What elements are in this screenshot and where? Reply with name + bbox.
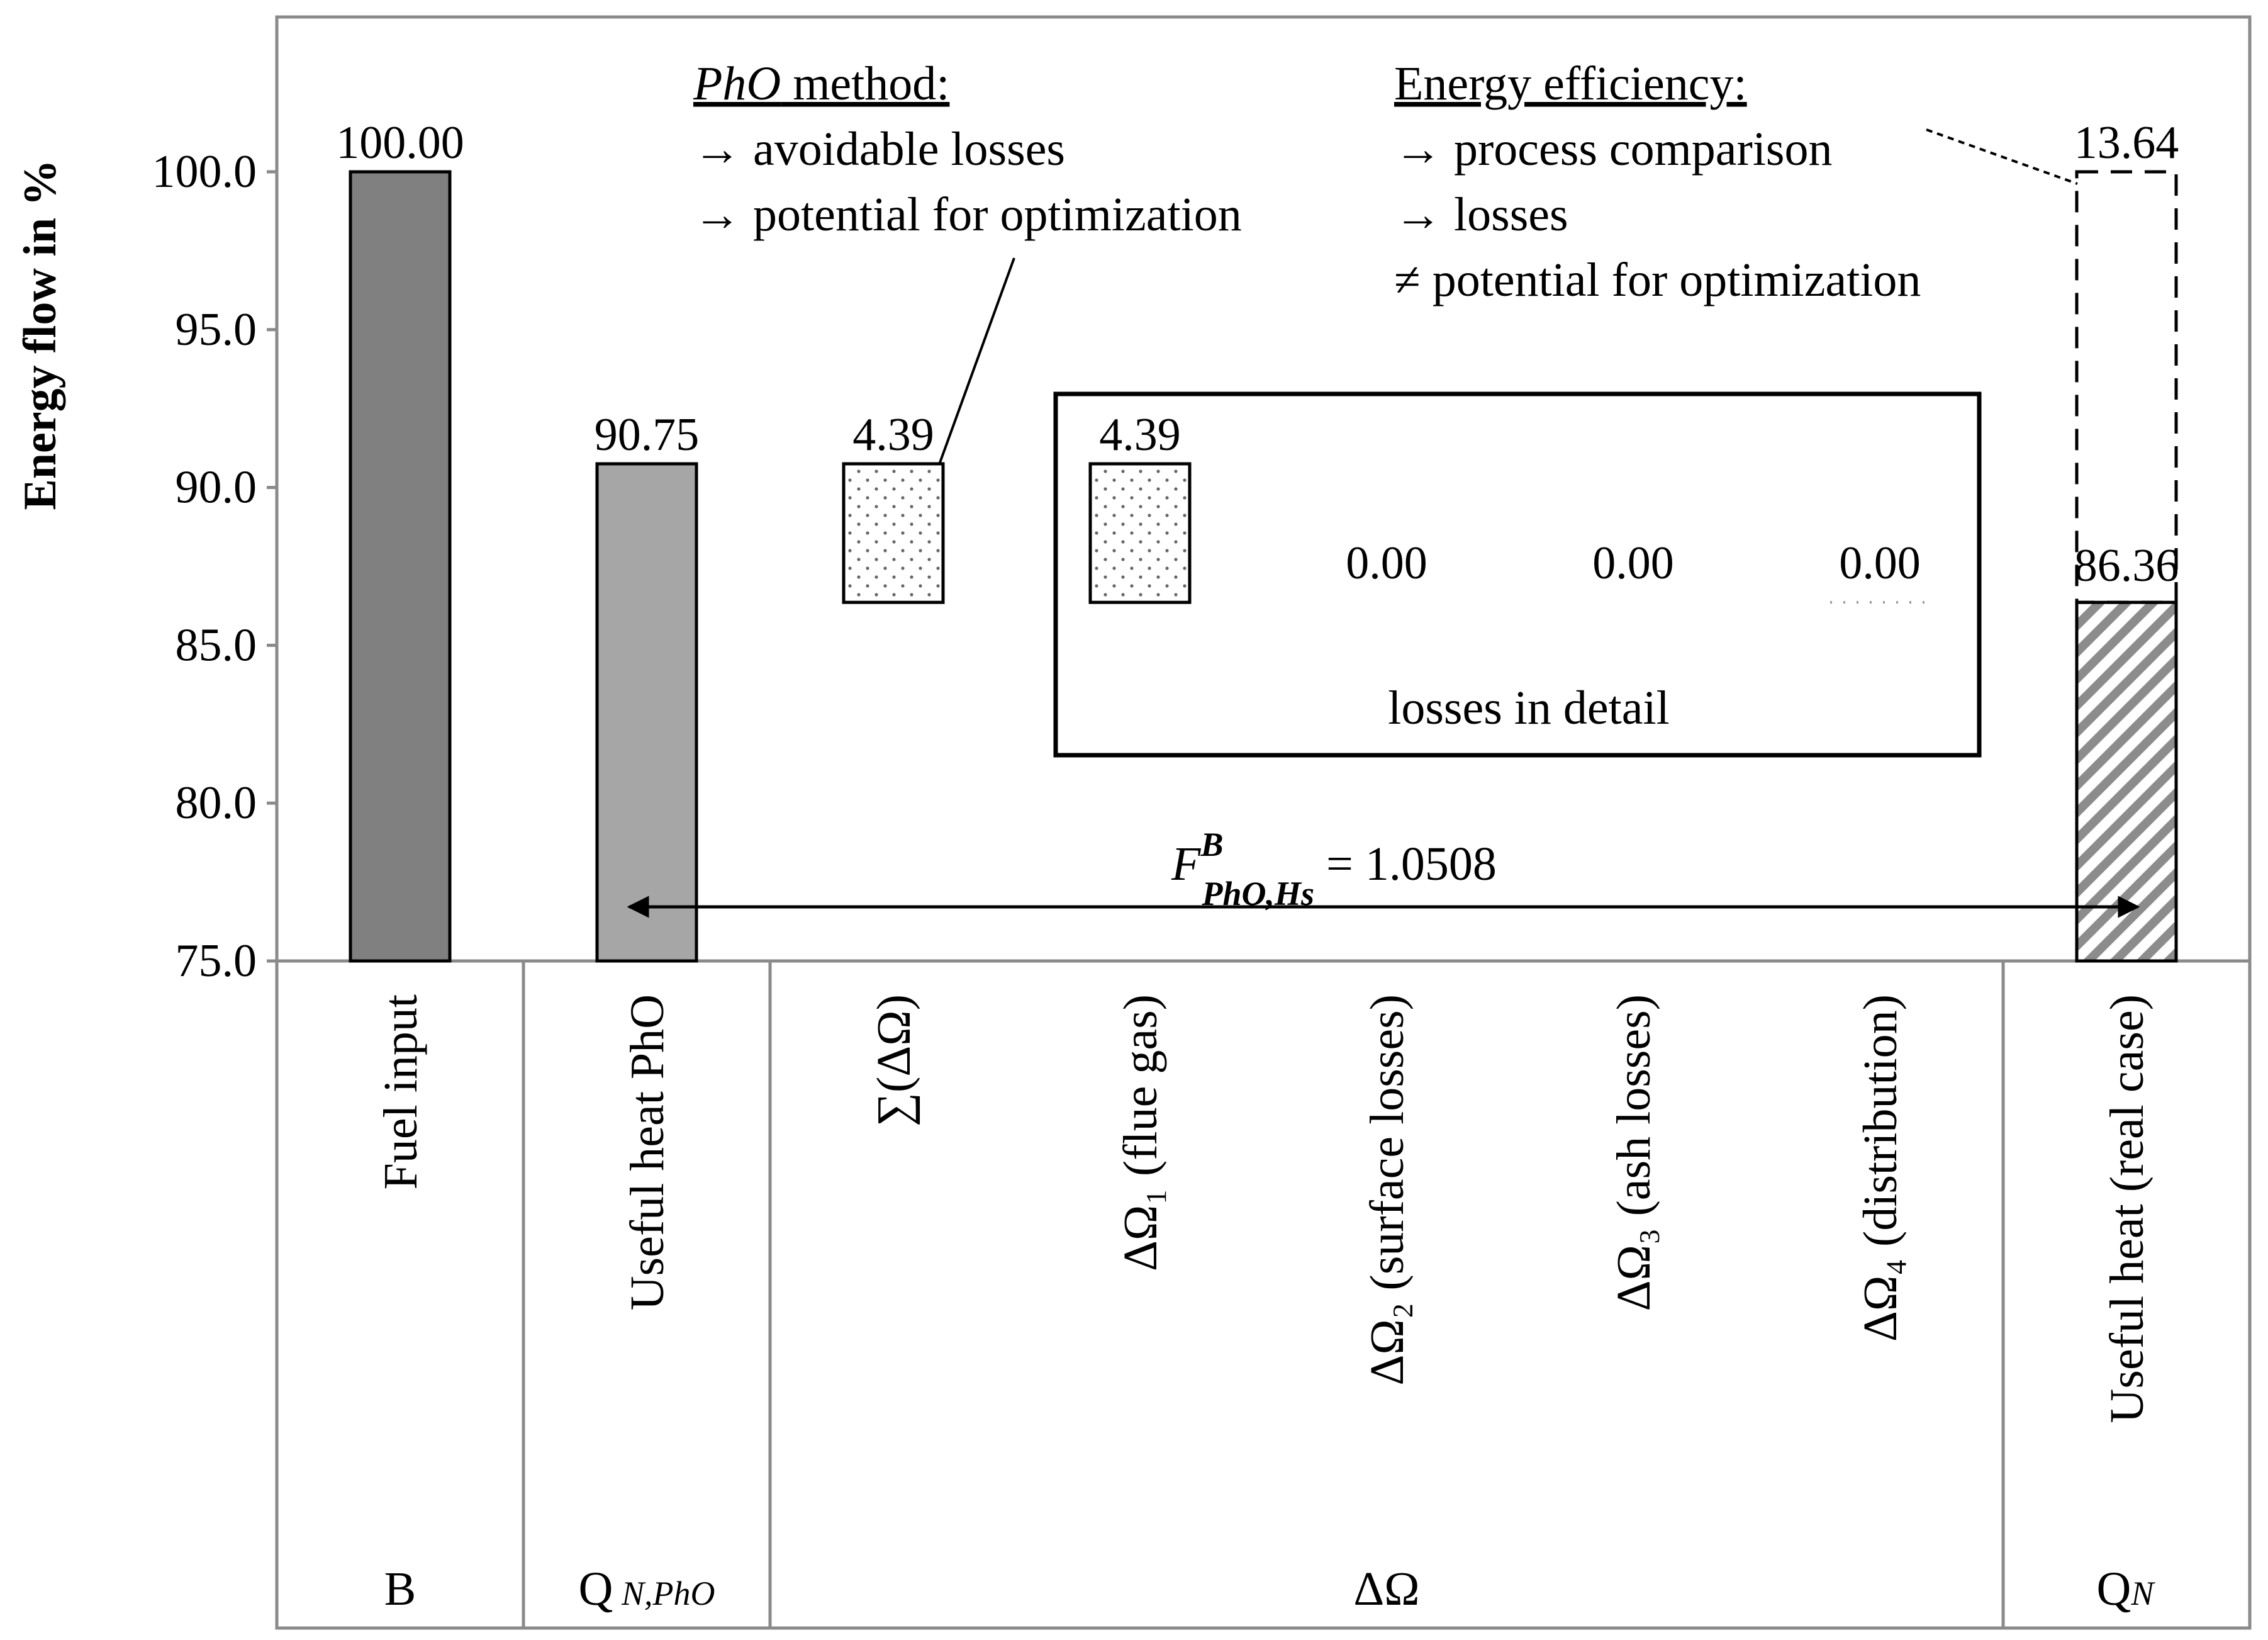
category-label: Useful heat PhO: [621, 994, 674, 1310]
pho-method-title: PhO method:: [693, 57, 949, 110]
category-label: Useful heat (real case): [2101, 994, 2153, 1423]
bar-value-label: 0.00: [1346, 537, 1427, 589]
detail-box: [1053, 391, 1982, 758]
group-label-main: B: [384, 1563, 416, 1615]
efficiency-line-1: → process comparison: [1394, 123, 1833, 176]
group-label-main: Q: [2097, 1563, 2131, 1615]
y-tick-label: 85.0: [176, 619, 257, 671]
group-label-losses: ΔΩ: [1353, 1563, 1419, 1615]
plot-frame: [275, 15, 2252, 1630]
bar: [349, 170, 452, 963]
group-label-sub: N,PhO: [613, 1575, 715, 1612]
group-label-sub: N: [2130, 1575, 2155, 1612]
bar: [595, 462, 698, 963]
efficiency-line-2: → losses: [1394, 188, 1568, 241]
bar-value-label: 86.36: [2074, 540, 2179, 592]
bar-value-label: 4.39: [852, 409, 934, 461]
pho-line-1: → avoidable losses: [693, 123, 1065, 176]
y-tick-label: 95.0: [176, 304, 257, 356]
dashed-gap-bar: [2075, 170, 2178, 604]
factor-value: = 1.0508: [1314, 838, 1497, 890]
bar-value-label: 4.39: [1099, 409, 1181, 461]
category-label: ∑(ΔΩ): [868, 994, 920, 1126]
efficiency-title: Energy efficiency:: [1394, 57, 1747, 110]
detail-box-label: losses in detail: [1388, 682, 1670, 734]
y-tick-label: 100.0: [152, 146, 257, 198]
dashed-bar-value-label: 13.64: [2074, 117, 2179, 169]
group-label-useful-real: QN: [2097, 1563, 2156, 1615]
efficiency-leader-line: [1926, 128, 2078, 185]
category-labels: Fuel input Useful heat PhO ∑(ΔΩ) ΔΩ₁ (flue …: [374, 994, 2153, 1423]
category-label: ΔΩ₃ (ash losses): [1607, 994, 1660, 1311]
efficiency-line-3: ≠ potential for optimization: [1394, 254, 1921, 306]
pho-leader-line: [939, 257, 1015, 463]
y-axis-ticks: 75.0 80.0 85.0 90.0 95.0 100.0: [152, 146, 277, 987]
category-label: Fuel input: [374, 994, 427, 1189]
bars-layer: 100.00 90.75 4.39 4.39 0.00 0.00 0.00 86.36 13.6…: [336, 117, 2179, 963]
factor-label: FB PhO,Hs = 1.0508: [1171, 826, 1497, 913]
group-label-useful-pho: Q N,PhO: [579, 1563, 715, 1615]
pho-line-2: → potential for optimization: [693, 188, 1242, 241]
category-label: ΔΩ₄ (distribution): [1854, 994, 1907, 1342]
category-label: ΔΩ₂ (surface losses): [1361, 994, 1414, 1385]
bar: [1088, 462, 1192, 604]
factor-superscript: B: [1200, 826, 1223, 863]
group-label-main: ΔΩ: [1353, 1563, 1419, 1615]
y-tick-label: 90.0: [176, 462, 257, 514]
bar-value-label: 0.00: [1592, 537, 1674, 589]
y-tick-label: 75.0: [176, 935, 257, 987]
category-label: ΔΩ₁ (flue gas): [1114, 994, 1167, 1271]
group-label-main: Q: [579, 1563, 613, 1615]
bar-value-label: 90.75: [595, 409, 700, 461]
bar-value-label: 0.00: [1839, 537, 1921, 589]
bar-value-label: 100.00: [336, 117, 464, 169]
factor-subscript: PhO,Hs: [1201, 875, 1314, 913]
pho-title-italic: PhO: [693, 57, 781, 110]
y-axis-title: Energy flow in %: [14, 159, 66, 510]
group-label-fuel: B: [384, 1563, 416, 1615]
factor-symbol: F: [1171, 838, 1202, 890]
bar: [842, 462, 945, 604]
pho-title-rest: method:: [781, 57, 949, 110]
y-tick-label: 80.0: [176, 777, 257, 829]
